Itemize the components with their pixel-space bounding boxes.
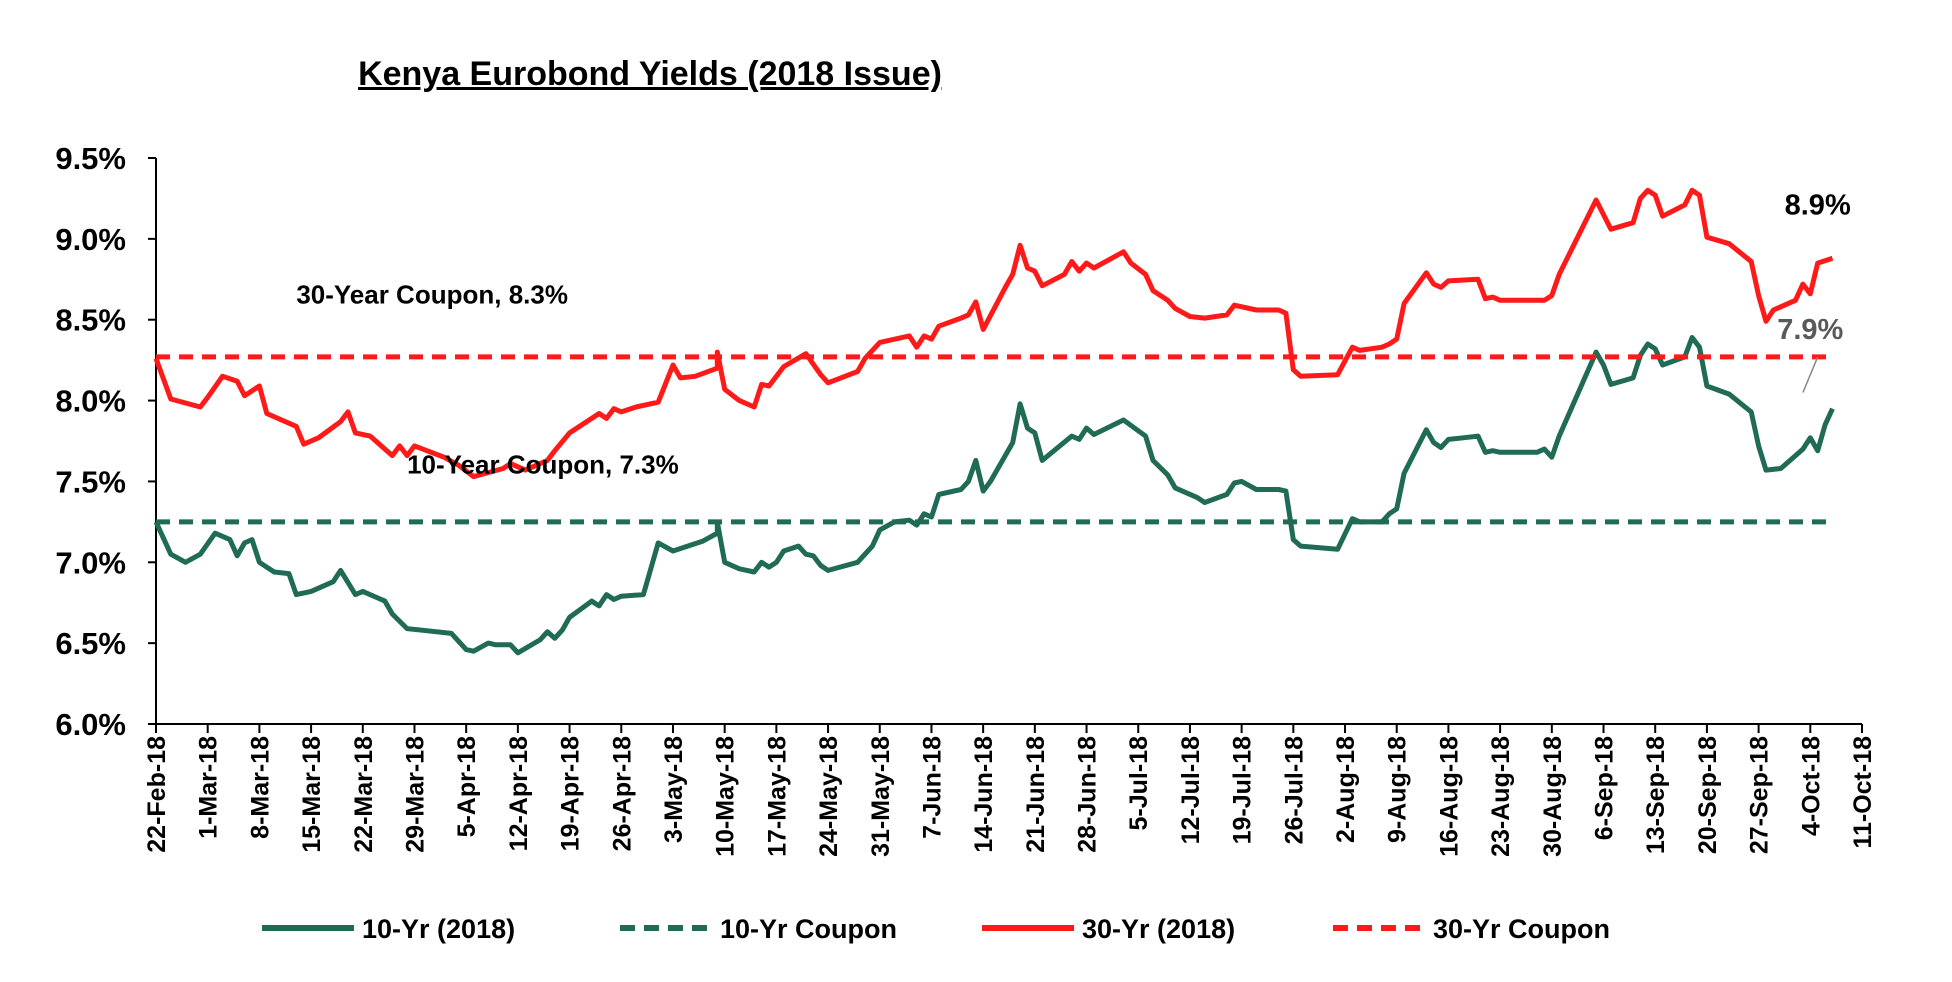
chart-legend: 10-Yr (2018) 10-Yr Coupon 30-Yr (2018) 30-Y… [262, 914, 1610, 944]
x-tick-label: 22-Mar-18 [350, 736, 378, 853]
chart-annotations: 30-Year Coupon, 8.3% 10-Year Coupon, 7.3%… [296, 190, 1851, 480]
x-tick-label: 19-Apr-18 [557, 736, 585, 851]
x-tick-label: 30-Aug-18 [1539, 736, 1567, 857]
x-tick-label: 4-Oct-18 [1797, 736, 1825, 836]
x-tick-label: 10-May-18 [712, 736, 740, 857]
x-tick-label: 15-Mar-18 [298, 736, 326, 853]
x-tick-label: 28-Jun-18 [1074, 736, 1102, 853]
x-tick-label: 19-Jul-18 [1229, 736, 1257, 844]
x-tick-label: 9-Aug-18 [1384, 736, 1412, 843]
x-tick-label: 27-Sep-18 [1746, 736, 1774, 854]
legend-label-10-yr-coupon: 10-Yr Coupon [720, 914, 897, 944]
y-tick-label: 7.5% [55, 464, 126, 499]
y-tick-label: 6.5% [55, 626, 126, 661]
y-tick-label: 9.0% [55, 222, 126, 257]
x-tick-label: 5-Apr-18 [453, 736, 481, 838]
chart-axes: 6.0% 6.5% 7.0% 7.5% 8.0% 8.5% 9.0% 9.5% 22-Feb-1… [55, 141, 1877, 857]
y-tick-label: 9.5% [55, 141, 126, 176]
x-tick-label: 21-Jun-18 [1022, 736, 1050, 853]
coupon-annotation: 30-Year Coupon, 8.3% [296, 280, 568, 310]
y-tick-label: 7.0% [55, 545, 126, 580]
x-tick-label: 12-Apr-18 [505, 736, 533, 851]
series-line-10-yr-2018 [153, 335, 1835, 656]
x-tick-label: 3-May-18 [660, 736, 688, 843]
x-tick-label: 11-Oct-18 [1849, 736, 1877, 849]
legend-label-30-yr-coupon: 30-Yr Coupon [1433, 914, 1610, 944]
x-tick-label: 13-Sep-18 [1642, 736, 1670, 854]
x-tick-label: 16-Aug-18 [1435, 736, 1463, 857]
end-value-label: 7.9% [1777, 314, 1843, 346]
x-tick-label: 26-Apr-18 [608, 736, 636, 851]
y-tick-label: 8.5% [55, 303, 126, 338]
legend-label-10-yr-2018: 10-Yr (2018) [362, 914, 515, 944]
x-tick-label: 23-Aug-18 [1487, 736, 1515, 857]
x-tick-label: 20-Sep-18 [1694, 736, 1722, 854]
x-tick-label: 14-Jun-18 [970, 736, 998, 853]
y-tick-label: 6.0% [55, 707, 126, 742]
x-tick-label: 2-Aug-18 [1332, 736, 1360, 843]
x-tick-label: 8-Mar-18 [246, 736, 274, 839]
x-tick-label: 12-Jul-18 [1177, 736, 1205, 844]
series-line-30-yr-2018 [153, 187, 1834, 480]
chart-title: Kenya Eurobond Yields (2018 Issue) [358, 55, 942, 93]
x-tick-label: 1-Mar-18 [195, 736, 223, 839]
x-tick-label: 26-Jul-18 [1280, 736, 1308, 844]
x-tick-label: 5-Jul-18 [1125, 736, 1153, 831]
x-tick-label: 29-Mar-18 [401, 736, 429, 853]
legend-label-30-yr-2018: 30-Yr (2018) [1082, 914, 1235, 944]
coupon-annotation: 10-Year Coupon, 7.3% [407, 449, 679, 479]
x-tick-label: 24-May-18 [815, 736, 843, 857]
x-tick-label: 7-Jun-18 [918, 736, 946, 839]
y-tick-label: 8.0% [55, 384, 126, 419]
x-tick-label: 17-May-18 [763, 736, 791, 857]
x-tick-label: 22-Feb-18 [143, 736, 171, 853]
label-leader-line [1802, 356, 1819, 393]
chart-series [153, 187, 1835, 656]
end-value-label: 8.9% [1785, 190, 1851, 222]
x-tick-label: 6-Sep-18 [1591, 736, 1619, 840]
x-tick-label: 31-May-18 [867, 736, 895, 857]
